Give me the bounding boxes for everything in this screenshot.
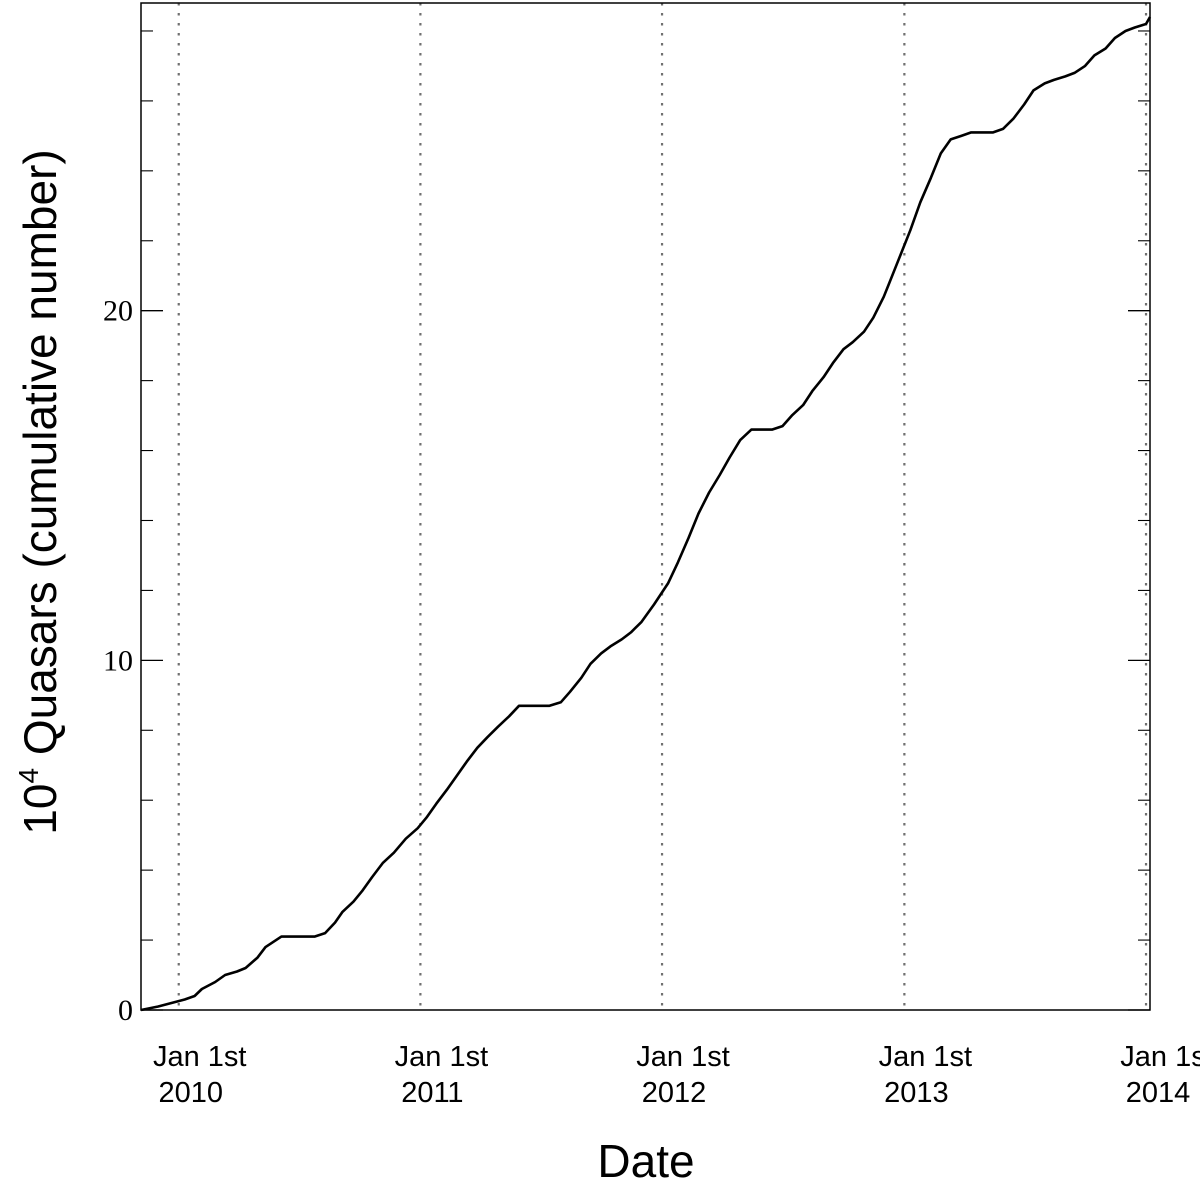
x-tick-label-line2-2: 2012 bbox=[642, 1077, 707, 1109]
grid-lines bbox=[177, 3, 1148, 1010]
y-axis-title-rest: Quasars (cumulative number) bbox=[14, 149, 66, 768]
series-layer bbox=[140, 16, 1152, 1012]
x-tick-label-line1-2: Jan 1st bbox=[636, 1041, 730, 1073]
y-tick-label-2: 20 bbox=[103, 295, 133, 328]
x-tick-label-line1-3: Jan 1st bbox=[879, 1041, 973, 1073]
x-tick-label-line2-4: 2014 bbox=[1126, 1077, 1191, 1109]
x-tick-label-line1-1: Jan 1st bbox=[395, 1041, 489, 1073]
y-axis-title-base: 10 bbox=[14, 784, 66, 835]
x-tick-label-line1-0: Jan 1st bbox=[153, 1041, 247, 1073]
y-axis-title-superscript: 4 bbox=[13, 768, 44, 784]
y-tick-label-0: 0 bbox=[118, 994, 133, 1027]
x-tick-label-line2-1: 2011 bbox=[401, 1077, 463, 1109]
y-axis-title: 104 Quasars (cumulative number) bbox=[13, 149, 66, 834]
x-tick-label-line1-4: Jan 1st bbox=[1120, 1041, 1200, 1073]
x-tick-label-line2-0: 2010 bbox=[158, 1077, 223, 1109]
y-tick-label-1: 10 bbox=[103, 644, 133, 677]
axis-ticks bbox=[141, 30, 1150, 1011]
plot-frame bbox=[140, 2, 1151, 1011]
x-axis-title: Date bbox=[597, 1135, 694, 1180]
series-line-cumulative-quasars bbox=[140, 16, 1152, 1012]
x-tick-label-line2-3: 2013 bbox=[884, 1077, 949, 1109]
